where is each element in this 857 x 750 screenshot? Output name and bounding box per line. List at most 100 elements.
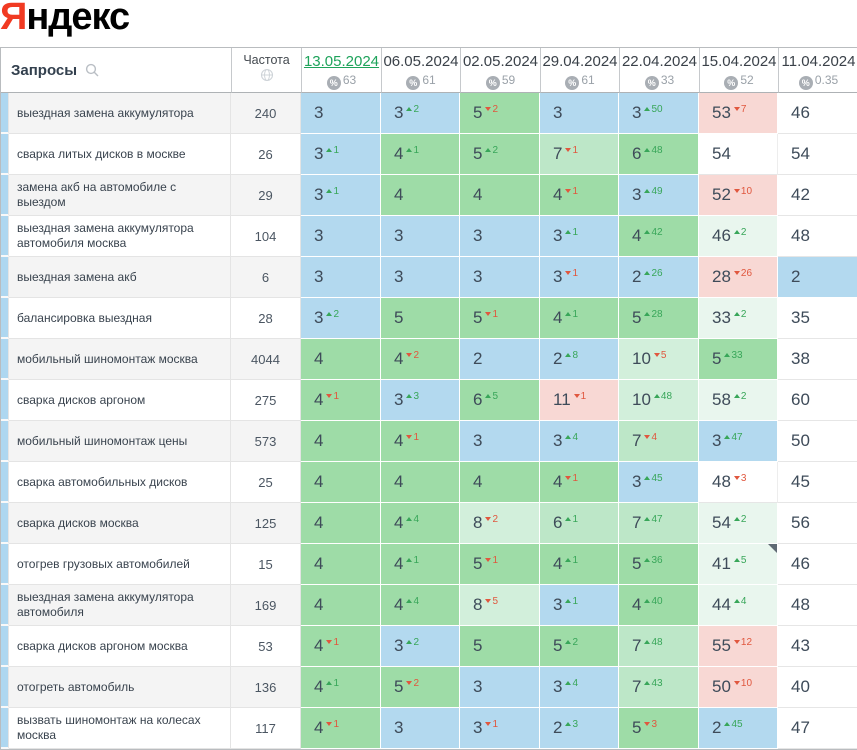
date-label[interactable]: 06.05.2024 <box>383 53 459 70</box>
date-label[interactable]: 02.05.2024 <box>462 53 539 70</box>
position-value: 5 <box>553 636 563 655</box>
change-down-indicator: 1 <box>326 392 339 402</box>
change-up-indicator: 2 <box>733 515 746 525</box>
change-down-indicator: 1 <box>565 269 578 279</box>
change-up-indicator: 5 <box>733 556 746 566</box>
position-value: 60 <box>791 390 810 409</box>
frequency-cell: 4044 <box>231 339 301 380</box>
keyword-cell[interactable]: выездная замена аккумулятора автомобиля … <box>9 216 231 257</box>
globe-icon <box>260 68 274 82</box>
queries-header-label: Запросы <box>11 61 78 79</box>
table-row: выездная замена аккумулятора автомобиля … <box>1 216 857 257</box>
position-cell: 50 10 <box>699 667 778 708</box>
row-indicator-strip <box>1 216 9 257</box>
arrow-down-icon <box>565 476 572 480</box>
position-value: 4 <box>553 554 563 573</box>
position-value: 4 <box>394 431 404 450</box>
date-column-header-06.05.2024[interactable]: 06.05.2024% 61 <box>381 48 460 93</box>
keyword-cell[interactable]: замена акб на автомобиле с выездом <box>9 175 231 216</box>
note-corner-marker[interactable] <box>768 544 777 553</box>
keyword-cell[interactable]: сварка дисков москва <box>9 503 231 544</box>
date-label[interactable]: 13.05.2024 <box>303 53 380 70</box>
visibility-indicator: % 0.35 <box>779 73 857 90</box>
date-label[interactable]: 11.04.2024 <box>781 53 856 70</box>
frequency-cell: 6 <box>231 257 301 298</box>
date-column-header-22.04.2024[interactable]: 22.04.2024% 33 <box>619 48 699 93</box>
date-column-header-13.05.2024[interactable]: 13.05.2024% 63 <box>301 48 381 93</box>
change-up-indicator: 2 <box>406 638 419 648</box>
percent-badge-icon: % <box>485 76 500 90</box>
keyword-cell[interactable]: мобильный шиномонтаж москва <box>9 339 231 380</box>
date-column-header-29.04.2024[interactable]: 29.04.2024% 61 <box>540 48 619 93</box>
keyword-cell[interactable]: отогрев грузовых автомобилей <box>9 544 231 585</box>
visibility-value: 52 <box>740 73 754 87</box>
keyword-cell[interactable]: выездная замена аккумулятора автомобиля <box>9 585 231 626</box>
position-value: 41 <box>712 554 731 573</box>
position-value: 3 <box>473 431 483 450</box>
change-down-indicator: 3 <box>644 720 657 730</box>
position-cell: 46 2 <box>699 216 778 257</box>
position-cell: 3 <box>460 667 540 708</box>
date-column-header-02.05.2024[interactable]: 02.05.2024 % 59 <box>460 48 540 93</box>
date-label[interactable]: 29.04.2024 <box>542 53 618 70</box>
position-cell: 4 <box>301 421 381 462</box>
position-value: 3 <box>473 267 483 286</box>
frequency-cell: 29 <box>231 175 301 216</box>
keyword-cell[interactable]: выездная замена акб <box>9 257 231 298</box>
position-value: 4 <box>394 595 404 614</box>
keyword-cell[interactable]: сварка дисков аргоном москва <box>9 626 231 667</box>
arrow-up-icon <box>565 599 572 603</box>
yandex-logo-ya: Я <box>0 0 27 38</box>
date-label[interactable]: 15.04.2024 <box>701 53 777 70</box>
position-value: 4 <box>314 472 324 491</box>
frequency-cell: 136 <box>231 667 301 708</box>
date-label[interactable]: 22.04.2024 <box>621 53 698 70</box>
position-cell: 10 5 <box>619 339 699 380</box>
keyword-cell[interactable]: отогреть автомобиль <box>9 667 231 708</box>
keyword-cell[interactable]: сварка литых дисков в москве <box>9 134 231 175</box>
change-up-indicator: 4 <box>733 597 746 607</box>
position-value: 7 <box>632 431 642 450</box>
date-column-header-11.04.2024[interactable]: 11.04.2024 % 0.35 <box>778 48 857 93</box>
position-value: 44 <box>712 595 731 614</box>
search-icon[interactable] <box>85 63 99 77</box>
change-up-indicator: 4 <box>406 597 419 607</box>
position-cell: 44 4 <box>699 585 778 626</box>
position-cell: 53 7 <box>699 93 778 134</box>
table-row: выездная замена аккумулятора 240 3 3 2 5 2 3 3 50… <box>1 93 857 134</box>
keyword-cell[interactable]: выездная замена аккумулятора <box>9 93 231 134</box>
visibility-indicator: % 59 <box>461 73 540 90</box>
keyword-cell[interactable]: мобильный шиномонтаж цены <box>9 421 231 462</box>
keyword-cell[interactable]: сварка автомобильных дисков <box>9 462 231 503</box>
arrow-down-icon <box>733 476 740 480</box>
position-cell: 7 43 <box>619 667 699 708</box>
table-row: сварка дисков аргоном москва 53 4 1 3 2 5 5 2 7 48… <box>1 626 857 667</box>
visibility-value: 33 <box>660 73 675 87</box>
keyword-cell[interactable]: вызвать шиномонтаж на колесах москва <box>9 708 231 749</box>
change-up-indicator: 2 <box>565 638 578 648</box>
row-indicator-strip <box>1 298 9 339</box>
position-cell: 3 <box>301 216 381 257</box>
position-value: 54 <box>791 144 810 163</box>
arrow-up-icon <box>644 230 651 234</box>
position-value: 53 <box>712 103 731 122</box>
change-down-indicator: 7 <box>733 105 746 115</box>
keyword-cell[interactable]: сварка дисков аргоном <box>9 380 231 421</box>
position-value: 5 <box>632 554 642 573</box>
position-cell: 3 <box>460 216 540 257</box>
position-value: 3 <box>314 103 324 122</box>
arrow-up-icon <box>724 435 731 439</box>
keyword-cell[interactable]: балансировка выездная <box>9 298 231 339</box>
position-value: 48 <box>712 472 731 491</box>
position-value: 4 <box>394 349 404 368</box>
change-down-indicator: 1 <box>485 310 498 320</box>
date-column-header-15.04.2024[interactable]: 15.04.2024% 52 <box>699 48 778 93</box>
table-row: отогреть автомобиль 136 4 1 5 2 3 3 4 7 43 50 10 40 <box>1 667 857 708</box>
change-up-indicator: 3 <box>406 392 419 402</box>
